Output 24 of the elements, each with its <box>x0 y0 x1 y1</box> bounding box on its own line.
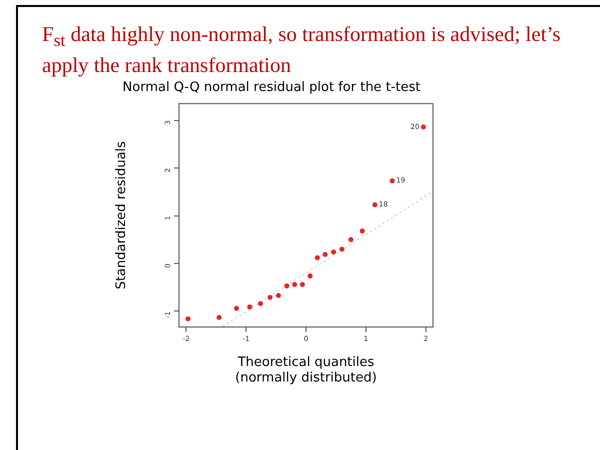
point <box>348 237 354 242</box>
point <box>339 246 344 252</box>
point <box>331 250 336 255</box>
point <box>322 252 328 257</box>
point <box>234 306 240 311</box>
point <box>390 178 395 184</box>
point <box>308 273 313 278</box>
point <box>276 292 281 298</box>
point <box>292 282 298 288</box>
point <box>372 202 378 208</box>
point <box>216 314 222 320</box>
y-axis-title: Standardized residuals <box>114 140 130 290</box>
point <box>258 301 263 306</box>
x-axis-title: Theoretical quantiles (normally distributed) <box>235 354 377 386</box>
point <box>300 282 305 288</box>
chart-title: Normal Q-Q normal residual plot for the t-test <box>122 80 420 96</box>
point <box>185 316 190 322</box>
point <box>268 294 273 300</box>
point <box>360 228 365 234</box>
point <box>284 283 290 288</box>
point <box>247 304 252 310</box>
point <box>314 255 320 260</box>
text: F$_{st}$ data highly non-normal, so transformation is advised; let’s apply the rank transformation <box>42 22 562 78</box>
point <box>420 124 426 130</box>
